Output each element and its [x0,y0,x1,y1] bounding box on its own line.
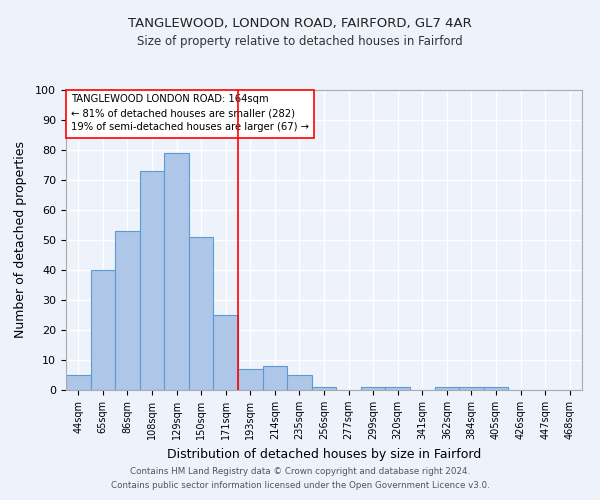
Bar [484,387,508,390]
Bar [91,270,115,390]
Text: Contains HM Land Registry data © Crown copyright and database right 2024.: Contains HM Land Registry data © Crown c… [130,467,470,476]
Bar [115,231,140,390]
Text: Contains public sector information licensed under the Open Government Licence v3: Contains public sector information licen… [110,481,490,490]
Bar [385,387,410,390]
Bar [287,375,312,390]
Bar [214,315,238,390]
Bar [189,237,214,390]
Bar [140,171,164,390]
Text: Size of property relative to detached houses in Fairford: Size of property relative to detached ho… [137,35,463,48]
Bar [459,387,484,390]
Bar [164,153,189,390]
Bar [66,375,91,390]
X-axis label: Distribution of detached houses by size in Fairford: Distribution of detached houses by size … [167,448,481,460]
Text: TANGLEWOOD, LONDON ROAD, FAIRFORD, GL7 4AR: TANGLEWOOD, LONDON ROAD, FAIRFORD, GL7 4… [128,18,472,30]
Text: TANGLEWOOD LONDON ROAD: 164sqm
← 81% of detached houses are smaller (282)
19% of: TANGLEWOOD LONDON ROAD: 164sqm ← 81% of … [71,94,309,132]
Bar [263,366,287,390]
Bar [312,387,336,390]
Y-axis label: Number of detached properties: Number of detached properties [14,142,27,338]
Bar [361,387,385,390]
Bar [238,369,263,390]
Bar [434,387,459,390]
